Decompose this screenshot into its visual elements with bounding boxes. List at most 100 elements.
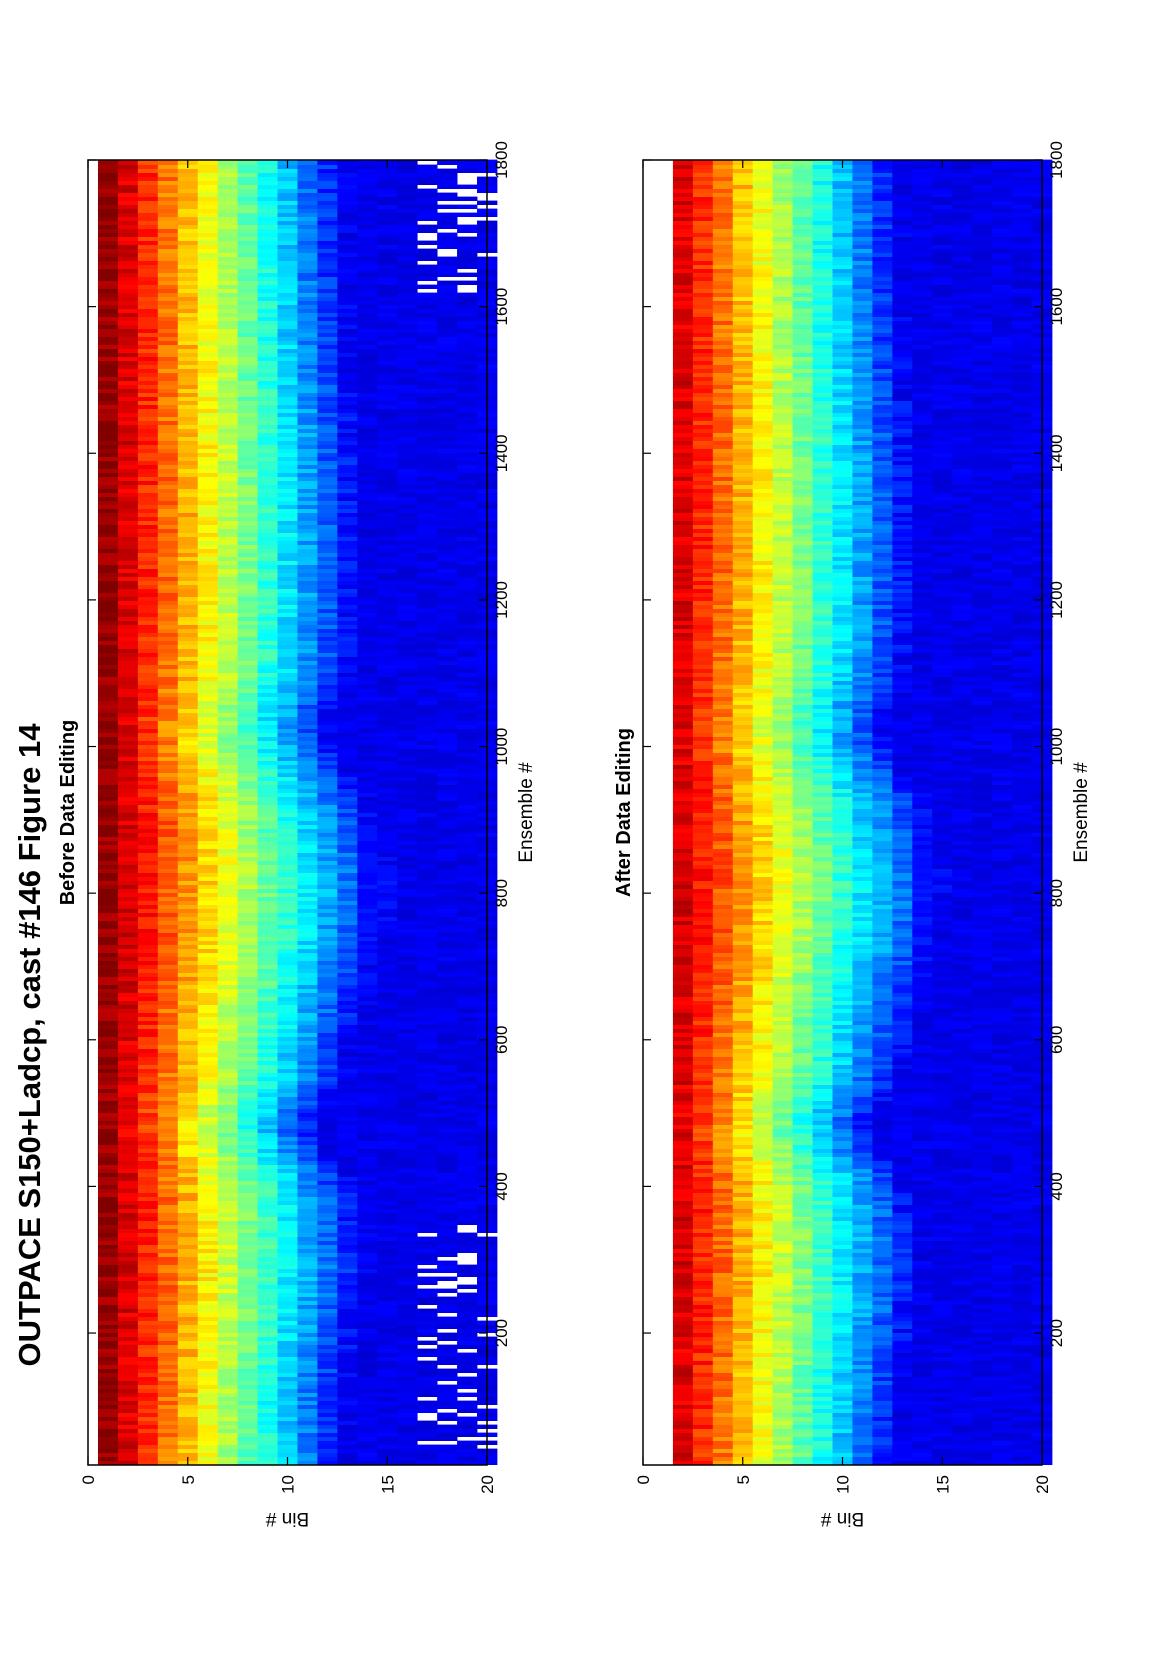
heatmap-cell bbox=[177, 1348, 199, 1353]
heatmap-cell bbox=[197, 1120, 219, 1125]
heatmap-cell bbox=[197, 1136, 219, 1141]
heatmap-cell bbox=[97, 1280, 119, 1285]
heatmap-cell bbox=[157, 904, 179, 909]
heatmap-cell bbox=[157, 1400, 179, 1405]
heatmap-cell bbox=[177, 736, 199, 741]
heatmap-cell bbox=[397, 1352, 418, 1357]
heatmap-cell bbox=[117, 848, 139, 853]
heatmap-cell bbox=[117, 680, 139, 685]
heatmap-cell bbox=[457, 1172, 478, 1177]
heatmap-cell bbox=[177, 1448, 199, 1453]
heatmap-cell bbox=[157, 1204, 179, 1209]
heatmap-cell bbox=[137, 812, 159, 817]
heatmap-cell bbox=[437, 1168, 458, 1173]
heatmap-cell bbox=[97, 992, 119, 997]
heatmap-cell bbox=[297, 640, 318, 645]
heatmap-cell bbox=[297, 996, 318, 1001]
heatmap-cell bbox=[397, 844, 418, 849]
heatmap-cell bbox=[177, 1340, 199, 1345]
heatmap-cell bbox=[157, 1176, 179, 1181]
heatmap-cell bbox=[177, 1304, 199, 1309]
heatmap-cell bbox=[437, 608, 458, 613]
heatmap-cell bbox=[397, 812, 418, 817]
heatmap-cell bbox=[137, 1400, 159, 1405]
heatmap-cell bbox=[397, 1244, 418, 1249]
heatmap-cell bbox=[197, 1316, 219, 1321]
heatmap-cell bbox=[417, 1332, 438, 1337]
heatmap-cell bbox=[297, 800, 318, 805]
heatmap-cell bbox=[137, 1268, 159, 1273]
heatmap-cell bbox=[157, 1280, 179, 1285]
heatmap-cell bbox=[437, 660, 458, 665]
heatmap-cell bbox=[377, 1276, 398, 1281]
heatmap-cell bbox=[397, 1276, 418, 1281]
heatmap-cell bbox=[357, 1368, 378, 1373]
heatmap-cell bbox=[237, 608, 258, 613]
heatmap-cell bbox=[137, 1148, 159, 1153]
heatmap-cell bbox=[137, 1228, 159, 1233]
heatmap-cell bbox=[377, 1116, 398, 1121]
heatmap-cell bbox=[237, 836, 258, 841]
heatmap-cell bbox=[337, 1424, 358, 1429]
heatmap-cell bbox=[297, 1160, 318, 1165]
heatmap-cell bbox=[277, 768, 298, 773]
heatmap-cell bbox=[257, 496, 278, 501]
heatmap-cell bbox=[377, 1356, 398, 1361]
heatmap-cell bbox=[297, 1316, 318, 1321]
heatmap-cell bbox=[237, 640, 258, 645]
heatmap-cell bbox=[417, 800, 438, 805]
heatmap-cell bbox=[417, 1436, 438, 1441]
heatmap-cell bbox=[157, 984, 179, 989]
heatmap-cell bbox=[137, 844, 159, 849]
heatmap-cell bbox=[337, 472, 358, 477]
heatmap-cell bbox=[457, 480, 478, 485]
heatmap-cell bbox=[357, 1316, 378, 1321]
heatmap-cell bbox=[97, 920, 119, 925]
heatmap-cell bbox=[417, 732, 438, 737]
heatmap-cell bbox=[457, 1428, 478, 1433]
heatmap-cell bbox=[457, 996, 478, 1001]
heatmap-cell bbox=[97, 844, 119, 849]
heatmap-cell bbox=[217, 604, 239, 609]
heatmap-cell bbox=[437, 1084, 458, 1089]
heatmap-cell bbox=[277, 912, 298, 917]
heatmap-cell bbox=[217, 600, 239, 605]
heatmap-cell bbox=[197, 732, 219, 737]
heatmap-cell bbox=[217, 1280, 239, 1285]
heatmap-cell bbox=[257, 888, 278, 893]
heatmap-cell bbox=[237, 1168, 258, 1173]
heatmap-cell bbox=[437, 1032, 458, 1037]
heatmap-cell bbox=[397, 596, 418, 601]
heatmap-cell bbox=[397, 1004, 418, 1009]
heatmap-cell bbox=[197, 484, 219, 489]
heatmap-cell bbox=[397, 1384, 418, 1389]
heatmap-cell bbox=[297, 968, 318, 973]
heatmap-cell bbox=[217, 1092, 239, 1097]
heatmap-cell bbox=[137, 1432, 159, 1437]
heatmap-cell bbox=[197, 696, 219, 701]
heatmap-cell bbox=[357, 880, 378, 885]
heatmap-cell bbox=[377, 552, 398, 557]
heatmap-cell bbox=[177, 504, 199, 509]
heatmap-cell bbox=[437, 840, 458, 845]
heatmap-cell bbox=[157, 824, 179, 829]
heatmap-cell bbox=[237, 692, 258, 697]
heatmap-cell bbox=[437, 508, 458, 513]
heatmap-cell bbox=[177, 1120, 199, 1125]
heatmap-cell bbox=[137, 1236, 159, 1241]
heatmap-cell bbox=[397, 524, 418, 529]
heatmap-cell bbox=[217, 824, 239, 829]
heatmap-cell bbox=[357, 932, 378, 937]
heatmap-cell bbox=[297, 1404, 318, 1409]
heatmap-cell bbox=[257, 704, 278, 709]
heatmap-cell bbox=[137, 1364, 159, 1369]
heatmap-cell bbox=[457, 604, 478, 609]
heatmap-cell bbox=[277, 1024, 298, 1029]
heatmap-cell bbox=[257, 1312, 278, 1317]
heatmap-cell bbox=[217, 1400, 239, 1405]
heatmap-cell bbox=[417, 516, 438, 521]
heatmap-cell bbox=[177, 684, 199, 689]
heatmap-cell bbox=[277, 1036, 298, 1041]
heatmap-cell bbox=[417, 1180, 438, 1185]
heatmap-cell bbox=[297, 560, 318, 565]
